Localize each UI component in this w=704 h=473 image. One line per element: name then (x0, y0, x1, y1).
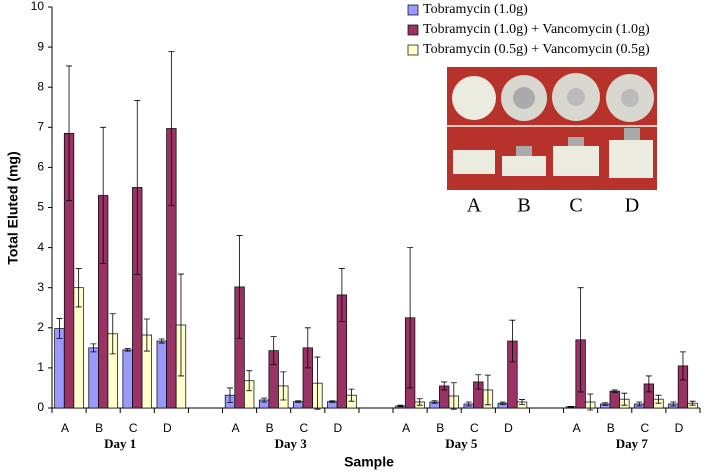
error-bar (109, 313, 116, 355)
error-bar (397, 404, 404, 408)
y-tick-label: 10 (31, 0, 45, 13)
error-bar (304, 327, 311, 369)
error-bar (338, 268, 345, 322)
bar (156, 340, 167, 409)
x-tick-label: C (641, 421, 650, 435)
error-bar (441, 381, 448, 391)
legend-swatch (407, 4, 419, 16)
y-tick-label: 9 (37, 39, 44, 53)
error-bar (636, 401, 643, 407)
error-bar (587, 393, 594, 411)
y-axis-label: Total Eluted (mg) (5, 151, 21, 264)
error-bar (679, 351, 686, 381)
error-bar (509, 319, 516, 363)
y-tick-label: 5 (37, 200, 44, 214)
group-label: Day 7 (616, 436, 649, 451)
inset-label: A (467, 195, 482, 217)
error-bar (416, 398, 423, 406)
error-bar (158, 338, 165, 344)
bar (54, 328, 65, 409)
bar (122, 349, 133, 409)
inset-photo (447, 67, 657, 190)
x-tick-label: B (266, 421, 274, 435)
x-tick-label: A (61, 421, 69, 435)
error-bar (329, 400, 336, 403)
error-bar (134, 100, 141, 275)
inset-label: D (625, 195, 639, 217)
error-bar (655, 394, 662, 404)
error-bar (270, 336, 277, 366)
y-tick-label: 2 (37, 320, 44, 334)
error-bar (431, 400, 438, 404)
error-bar (100, 126, 107, 265)
bar (609, 390, 620, 409)
error-bar (143, 318, 150, 352)
x-axis-label: Sample (344, 454, 394, 470)
x-tick-label: C (299, 421, 308, 435)
x-tick-label: D (504, 421, 513, 435)
error-bar (611, 389, 618, 393)
y-tick-label: 8 (37, 79, 44, 93)
x-tick-label: A (402, 421, 410, 435)
y-tick-label: 1 (37, 360, 44, 374)
inset-label: B (517, 195, 530, 217)
group-label: Day 1 (104, 436, 136, 451)
y-tick-label: 3 (37, 280, 44, 294)
x-tick-label: C (129, 421, 138, 435)
error-bar (177, 273, 184, 377)
legend-label: Tobramycin (1.0g) + Vancomycin (1.0g) (423, 22, 650, 37)
error-bar (348, 388, 355, 402)
error-bar (280, 371, 287, 401)
error-bar (226, 387, 233, 403)
inset-label: C (569, 195, 582, 217)
x-tick-label: B (95, 421, 103, 435)
error-bar (314, 356, 321, 410)
error-bar (602, 402, 609, 406)
legend-label: Tobramycin (1.0g) (423, 2, 528, 17)
x-tick-label: C (470, 421, 479, 435)
error-bar (66, 65, 73, 202)
group-label: Day 5 (445, 436, 478, 451)
x-tick-label: B (607, 421, 615, 435)
legend-swatch (407, 24, 419, 36)
group-label: Day 3 (275, 436, 308, 451)
error-bar (519, 399, 526, 405)
y-tick-label: 7 (37, 119, 44, 133)
y-tick-label: 6 (37, 160, 44, 174)
x-tick-label: A (573, 421, 581, 435)
y-tick-label: 4 (37, 240, 44, 254)
error-bar (621, 392, 628, 406)
error-bar (689, 400, 696, 406)
x-tick-label: D (675, 421, 684, 435)
error-bar (261, 397, 268, 403)
error-bar (75, 268, 82, 308)
error-bar (577, 287, 584, 393)
error-bar (168, 51, 175, 206)
error-bar (645, 375, 652, 393)
error-bar (56, 318, 63, 340)
x-tick-label: B (436, 421, 444, 435)
error-bar (475, 374, 482, 390)
error-bar (465, 401, 472, 407)
error-bar (484, 374, 491, 406)
y-tick-label: 0 (37, 400, 44, 414)
error-bar (450, 382, 457, 410)
error-bar (90, 343, 97, 353)
x-tick-label: A (232, 421, 240, 435)
x-tick-label: D (334, 421, 343, 435)
error-bar (236, 235, 243, 339)
error-bar (407, 247, 414, 389)
legend-swatch (407, 44, 419, 56)
bar (88, 347, 99, 409)
error-bar (295, 400, 302, 403)
error-bar (568, 405, 575, 408)
error-bar (246, 370, 253, 392)
error-bar (499, 401, 506, 405)
legend-label: Tobramycin (0.5g) + Vancomycin (0.5g) (423, 42, 650, 57)
error-bar (670, 401, 677, 407)
error-bar (124, 348, 131, 352)
x-tick-label: D (163, 421, 172, 435)
